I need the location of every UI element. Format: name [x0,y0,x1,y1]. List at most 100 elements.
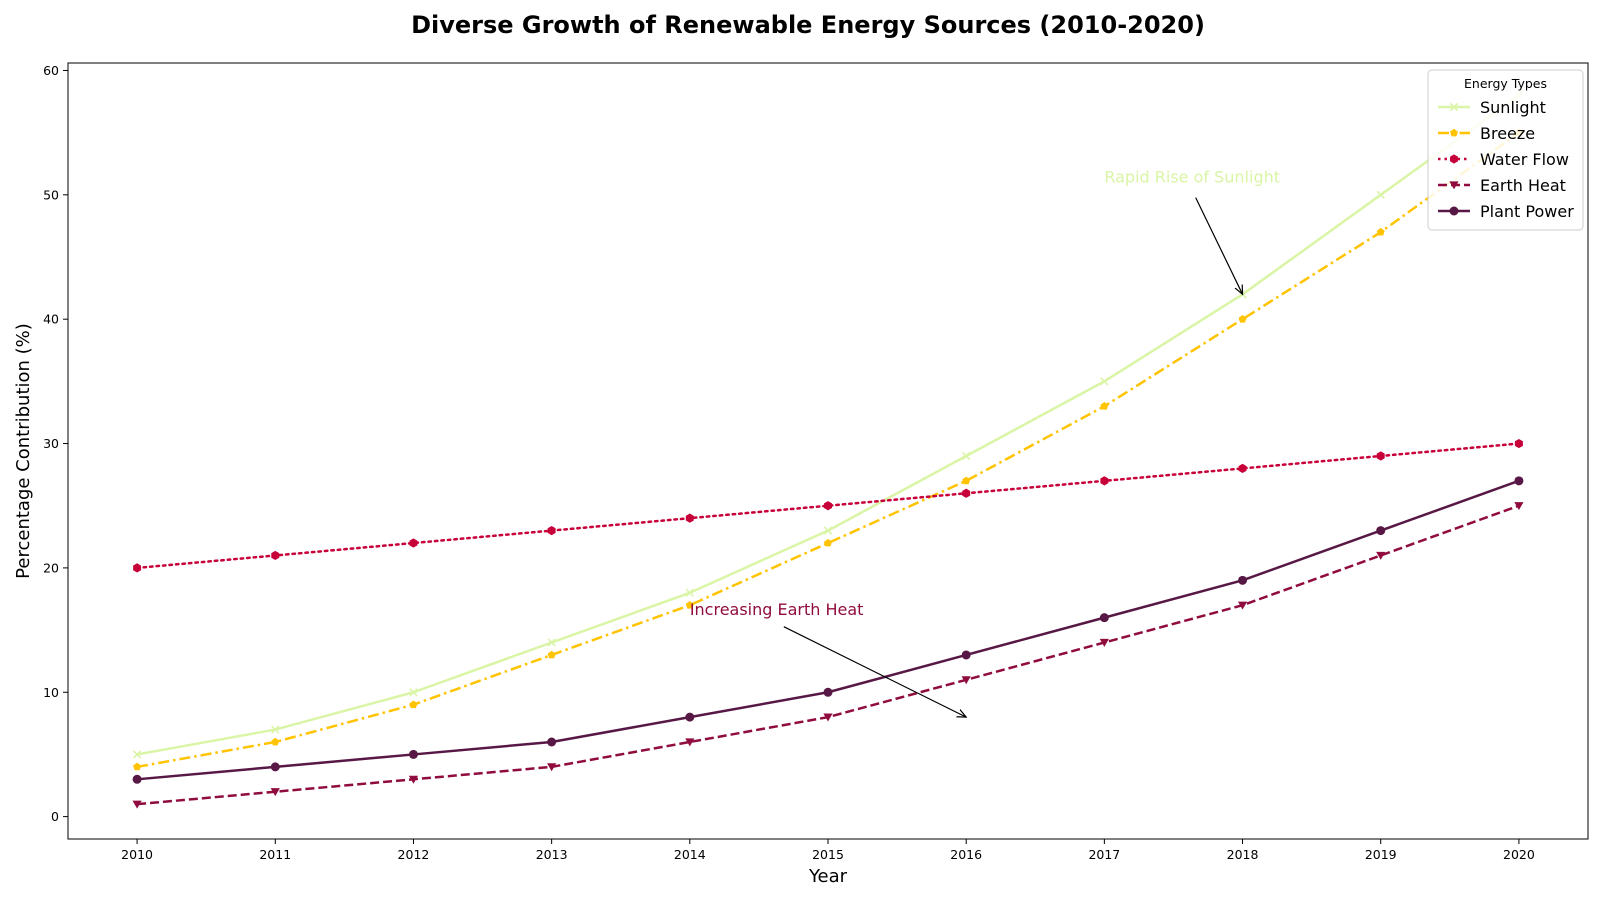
data-point-sunlight [547,638,556,647]
x-tick-label: 2015 [812,847,844,862]
annotation-arrow [783,626,966,717]
y-tick-label: 30 [43,436,59,451]
data-point-earth-heat [823,713,833,722]
data-point-water-flow [1100,476,1109,486]
legend-item-water-flow: Water Flow [1438,150,1569,169]
data-point-plant-power [547,737,557,747]
data-point-water-flow [962,488,971,498]
data-point-sunlight [685,588,694,597]
data-point-earth-heat [132,800,142,809]
data-point-breeze [547,650,556,659]
data-point-earth-heat [547,763,557,772]
series-line-breeze [136,131,1520,769]
data-point-breeze [824,538,832,547]
x-tick-label: 2011 [259,847,291,862]
data-point-plant-power [685,712,695,722]
data-point-breeze [1376,227,1385,236]
data-point-plant-power [1376,526,1386,536]
x-tick-label: 2017 [1088,847,1120,862]
data-point-earth-heat [1099,638,1109,647]
data-point-earth-heat [961,676,971,685]
legend-title: Energy Types [1464,76,1547,91]
data-point-water-flow [1514,438,1523,449]
data-point-breeze [133,762,142,771]
x-tick-label: 2019 [1365,847,1397,862]
legend-marker [1449,102,1459,112]
y-axis: 0 10 20 30 40 50 60 [43,63,68,824]
y-tick-label: 20 [43,560,59,575]
data-point-earth-heat [1376,551,1386,560]
data-point-earth-heat [1514,502,1524,511]
legend-label: Earth Heat [1480,176,1566,195]
x-tick-label: 2020 [1503,847,1535,862]
data-point-water-flow [133,563,142,573]
y-tick-label: 0 [51,809,59,824]
legend-label: Sunlight [1480,98,1546,117]
legend-item-plant-power: Plant Power [1438,202,1574,221]
data-point-sunlight [132,750,142,759]
x-tick-label: 2016 [950,847,982,862]
data-point-water-flow [685,513,694,523]
series-line-sunlight [136,94,1520,756]
data-point-plant-power [961,650,971,660]
legend-label: Water Flow [1480,150,1569,169]
data-point-water-flow [824,501,832,511]
legend-item-earth-heat: Earth Heat [1438,176,1566,195]
annotation-arrow [1195,197,1243,295]
data-point-breeze [1100,402,1109,410]
x-axis: 2010 2011 2012 2013 2014 2015 2016 2017 2018 2019… [121,839,1535,862]
data-point-earth-heat [685,738,695,747]
legend-marker [1449,206,1459,216]
series-breeze [133,128,1523,771]
data-point-water-flow [547,525,556,536]
data-point-earth-heat [408,775,419,784]
data-point-plant-power [408,749,418,759]
data-point-water-flow [409,538,418,548]
data-point-plant-power [1514,476,1524,486]
data-point-breeze [962,476,971,485]
data-point-plant-power [823,687,833,697]
data-point-sunlight [271,725,280,734]
x-tick-label: 2013 [536,847,568,862]
data-point-sunlight [409,688,418,697]
data-point-sunlight [823,526,833,535]
annotation-text: Rapid Rise of Sunlight [1104,167,1280,186]
data-point-water-flow [271,550,280,561]
data-point-plant-power [132,774,142,784]
data-point-sunlight [1100,377,1109,386]
series-sunlight [132,91,1524,759]
legend-item-sunlight: Sunlight [1438,98,1546,117]
legend-box [1427,69,1584,231]
data-point-sunlight [962,451,971,461]
data-point-breeze [685,601,694,609]
series-earth-heat [132,502,1524,809]
legend-marker [1450,154,1458,164]
plot-frame [67,62,1589,840]
y-axis-label: Percentage Contribution (%) [13,323,34,579]
series-plant-power [132,476,1524,784]
data-point-plant-power [270,762,280,772]
data-point-water-flow [1376,451,1385,461]
legend-label: Breeze [1480,124,1535,143]
data-point-breeze [409,700,418,709]
data-point-earth-heat [1237,601,1248,610]
data-point-breeze [271,737,280,746]
legend: Energy Types Sunlight Breeze Water Flow Eart… [1427,69,1584,231]
annotation-text: Increasing Earth Heat [690,600,864,619]
data-point-plant-power [1099,613,1109,623]
legend-marker [1449,181,1459,190]
data-point-sunlight [1376,190,1385,199]
y-tick-label: 40 [43,312,59,327]
annotations: Rapid Rise of Sunlight Increasing Earth H… [690,167,1280,717]
x-tick-label: 2010 [121,847,153,862]
y-tick-label: 50 [43,187,59,202]
data-point-plant-power [1238,575,1248,585]
series-water-flow [133,438,1523,573]
series-line-plant-power [136,479,1520,781]
x-tick-label: 2012 [398,847,430,862]
data-point-breeze [1238,314,1247,323]
plot-area [132,91,1524,809]
legend-marker [1450,128,1458,137]
legend-item-breeze: Breeze [1438,124,1535,143]
y-tick-label: 10 [43,685,59,700]
